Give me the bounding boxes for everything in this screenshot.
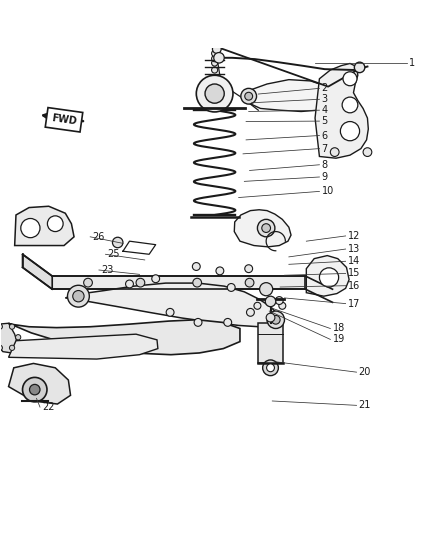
Circle shape: [10, 324, 14, 329]
Text: 22: 22: [42, 402, 55, 412]
Circle shape: [247, 309, 254, 316]
Text: FWD: FWD: [51, 113, 77, 126]
Circle shape: [260, 282, 273, 296]
Text: 20: 20: [359, 367, 371, 377]
Polygon shape: [315, 63, 368, 158]
Circle shape: [216, 267, 224, 275]
Circle shape: [214, 53, 224, 63]
Polygon shape: [306, 256, 349, 296]
Polygon shape: [9, 334, 158, 359]
Text: 1: 1: [409, 59, 415, 68]
Circle shape: [363, 148, 372, 157]
Circle shape: [319, 268, 339, 287]
Circle shape: [227, 284, 235, 292]
Circle shape: [67, 285, 89, 307]
Circle shape: [126, 280, 134, 288]
Polygon shape: [22, 254, 52, 289]
Circle shape: [342, 97, 358, 113]
Circle shape: [245, 92, 253, 100]
Circle shape: [263, 360, 279, 376]
Text: 21: 21: [359, 400, 371, 410]
Circle shape: [193, 278, 201, 287]
Text: 12: 12: [348, 231, 360, 241]
Circle shape: [212, 60, 218, 66]
Circle shape: [340, 122, 360, 141]
Text: 25: 25: [108, 249, 120, 259]
Circle shape: [272, 316, 280, 324]
Circle shape: [15, 335, 21, 340]
Circle shape: [47, 216, 63, 231]
Text: 16: 16: [348, 281, 360, 290]
Circle shape: [152, 275, 159, 282]
Text: 7: 7: [321, 143, 328, 154]
Circle shape: [192, 263, 200, 270]
Text: 3: 3: [321, 94, 328, 104]
Circle shape: [0, 345, 3, 350]
Circle shape: [262, 224, 271, 232]
Polygon shape: [14, 206, 74, 246]
Text: 13: 13: [348, 244, 360, 254]
Circle shape: [245, 265, 253, 272]
Circle shape: [10, 345, 14, 350]
Text: 19: 19: [332, 334, 345, 344]
Text: 23: 23: [101, 265, 113, 275]
Circle shape: [265, 296, 276, 306]
Text: 2: 2: [321, 83, 328, 93]
Circle shape: [276, 297, 283, 304]
Polygon shape: [52, 276, 305, 289]
Polygon shape: [65, 283, 279, 327]
Circle shape: [267, 364, 275, 372]
Circle shape: [29, 384, 40, 395]
Circle shape: [330, 148, 339, 157]
Text: 14: 14: [348, 256, 360, 266]
Circle shape: [212, 67, 218, 73]
Circle shape: [343, 72, 357, 86]
Polygon shape: [234, 210, 291, 247]
Polygon shape: [258, 323, 283, 364]
Circle shape: [266, 313, 275, 322]
Circle shape: [73, 290, 84, 302]
Circle shape: [354, 62, 365, 72]
Circle shape: [166, 309, 174, 316]
Polygon shape: [9, 364, 71, 404]
Circle shape: [196, 75, 233, 112]
Circle shape: [0, 324, 3, 329]
Text: 5: 5: [321, 116, 328, 126]
Text: 26: 26: [92, 232, 105, 242]
Circle shape: [254, 302, 261, 309]
Text: 18: 18: [332, 324, 345, 334]
Polygon shape: [9, 320, 240, 354]
Text: 8: 8: [321, 160, 328, 170]
Text: 17: 17: [348, 298, 360, 309]
Text: 4: 4: [321, 105, 328, 115]
Circle shape: [113, 237, 123, 248]
Circle shape: [267, 311, 285, 328]
Circle shape: [212, 51, 218, 56]
Circle shape: [279, 302, 286, 309]
Text: 6: 6: [321, 131, 328, 141]
Circle shape: [258, 220, 275, 237]
Circle shape: [212, 45, 221, 53]
Circle shape: [136, 278, 145, 287]
Text: 10: 10: [321, 187, 334, 196]
Circle shape: [205, 84, 224, 103]
Polygon shape: [0, 323, 18, 353]
Circle shape: [224, 318, 232, 326]
Circle shape: [84, 278, 92, 287]
Circle shape: [212, 55, 218, 62]
Circle shape: [21, 219, 40, 238]
Circle shape: [245, 278, 254, 287]
Text: 9: 9: [321, 172, 328, 182]
Text: 15: 15: [348, 269, 360, 278]
Polygon shape: [245, 79, 332, 111]
Circle shape: [22, 377, 47, 402]
Circle shape: [241, 88, 257, 104]
Circle shape: [194, 318, 202, 326]
